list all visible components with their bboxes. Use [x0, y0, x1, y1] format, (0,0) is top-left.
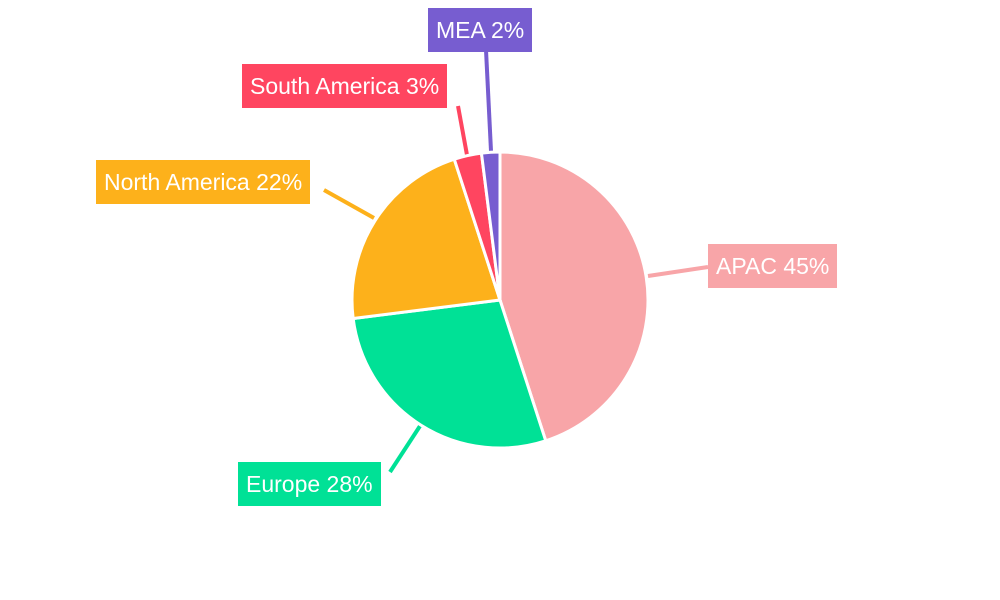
leader-line — [388, 424, 422, 474]
slice-label-south-america: South America 3% — [242, 64, 448, 108]
leader-line — [323, 188, 375, 220]
slice-label-apac: APAC 45% — [708, 244, 838, 288]
pie-slice-north-america[interactable] — [350, 157, 502, 321]
leader-line — [484, 49, 493, 152]
pie-slice-mea[interactable] — [479, 150, 502, 301]
pie-slice-europe[interactable] — [351, 298, 548, 450]
slice-label-north-america: North America 22% — [96, 160, 311, 204]
slice-label-europe: Europe 28% — [238, 462, 381, 506]
leader-line — [647, 265, 709, 278]
leader-line — [456, 105, 469, 156]
slice-label-mea: MEA 2% — [428, 8, 533, 52]
pie-slice-apac[interactable] — [498, 150, 650, 443]
